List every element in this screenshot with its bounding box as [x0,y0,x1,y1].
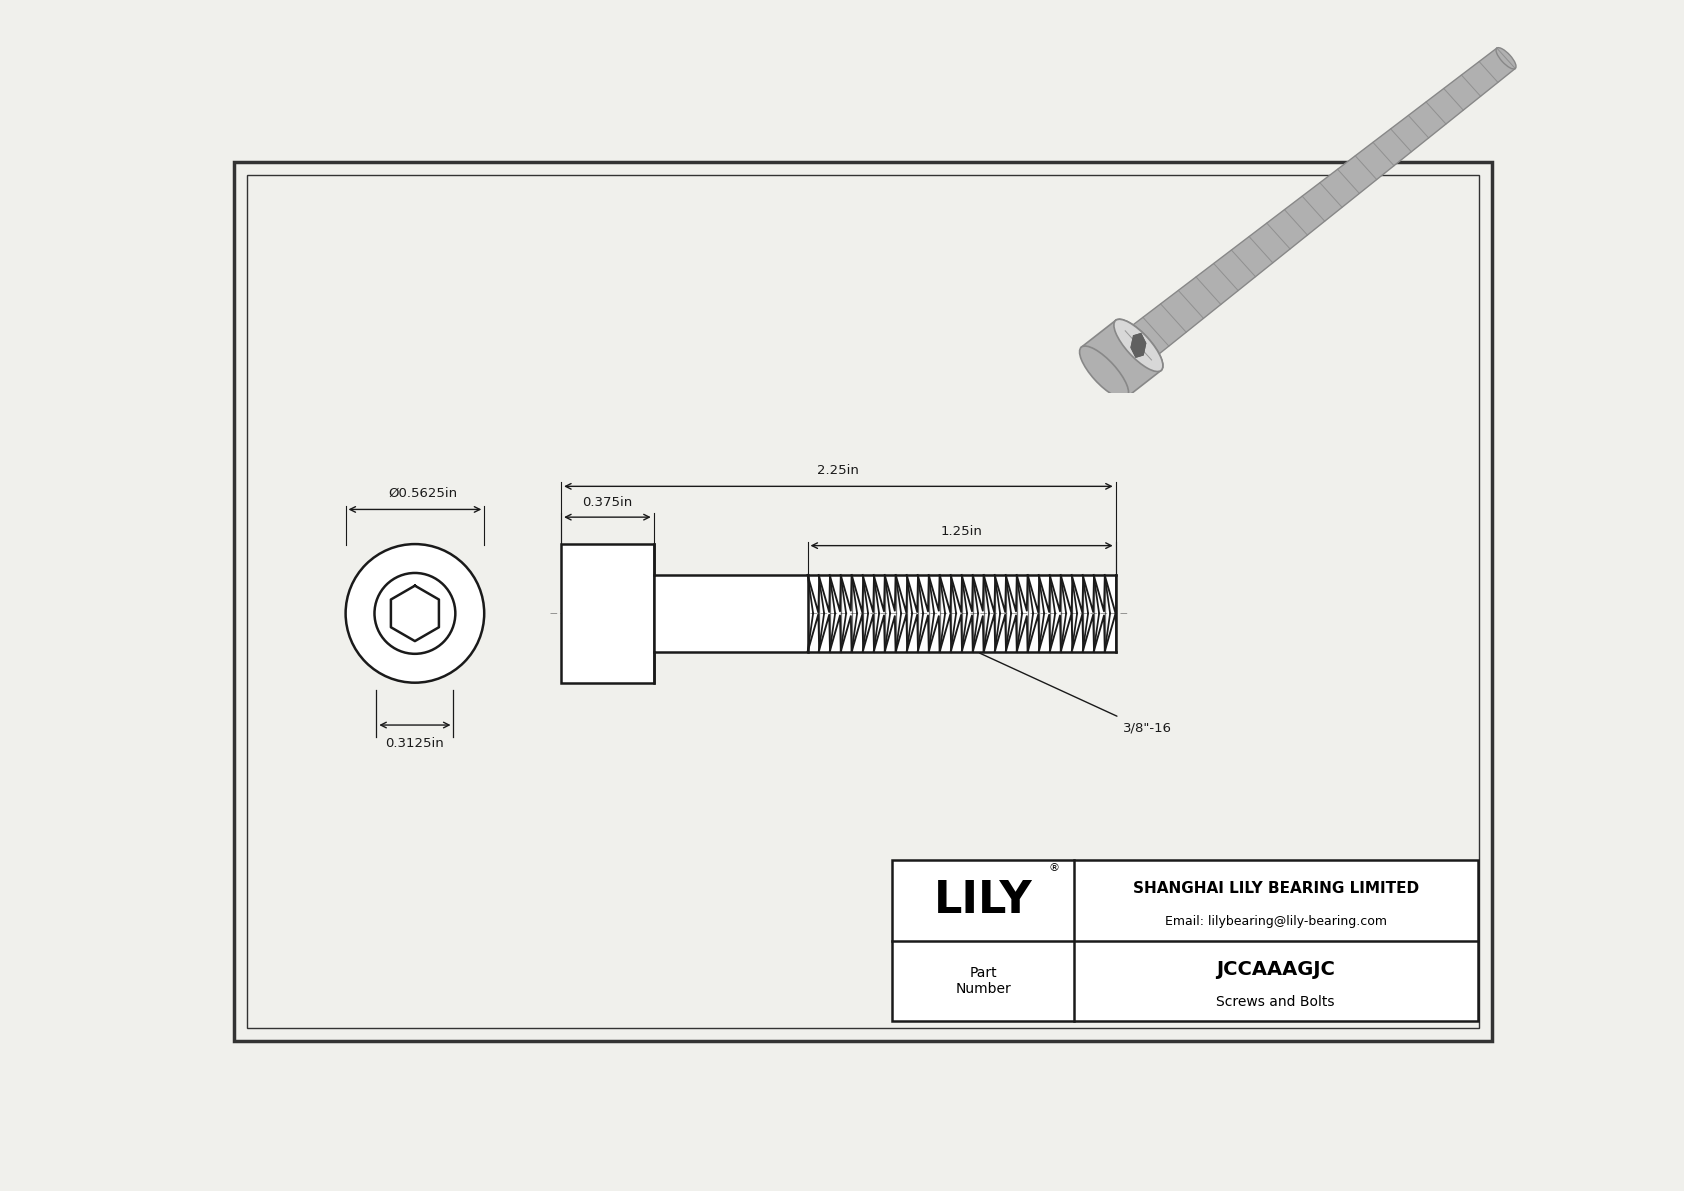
Text: 0.375in: 0.375in [583,497,633,510]
Ellipse shape [1079,347,1128,398]
Bar [561,544,653,682]
Text: 3/8"-16: 3/8"-16 [1123,722,1172,734]
Bar [653,575,808,651]
Text: Screws and Bolts: Screws and Bolts [1216,996,1335,1009]
Text: JCCAAAGJC: JCCAAAGJC [1216,960,1335,979]
Bar [893,860,1477,1022]
Ellipse shape [1113,319,1164,372]
Text: Email: lilybearing@lily-bearing.com: Email: lilybearing@lily-bearing.com [1165,915,1386,928]
Polygon shape [1132,333,1145,357]
Text: Ø0.5625in: Ø0.5625in [387,487,456,500]
Circle shape [374,573,455,654]
Bar [808,575,1115,651]
Text: 1.25in: 1.25in [941,525,982,538]
Circle shape [345,544,485,682]
Polygon shape [1081,320,1160,398]
Ellipse shape [1113,319,1164,372]
Polygon shape [1125,48,1516,360]
Text: LILY: LILY [933,879,1032,922]
Text: 2.25in: 2.25in [817,464,859,478]
Text: SHANGHAI LILY BEARING LIMITED: SHANGHAI LILY BEARING LIMITED [1133,881,1418,897]
Text: ®: ® [1049,862,1059,873]
Text: Part
Number: Part Number [955,966,1010,996]
Ellipse shape [1495,48,1516,69]
Text: 0.3125in: 0.3125in [386,737,445,750]
